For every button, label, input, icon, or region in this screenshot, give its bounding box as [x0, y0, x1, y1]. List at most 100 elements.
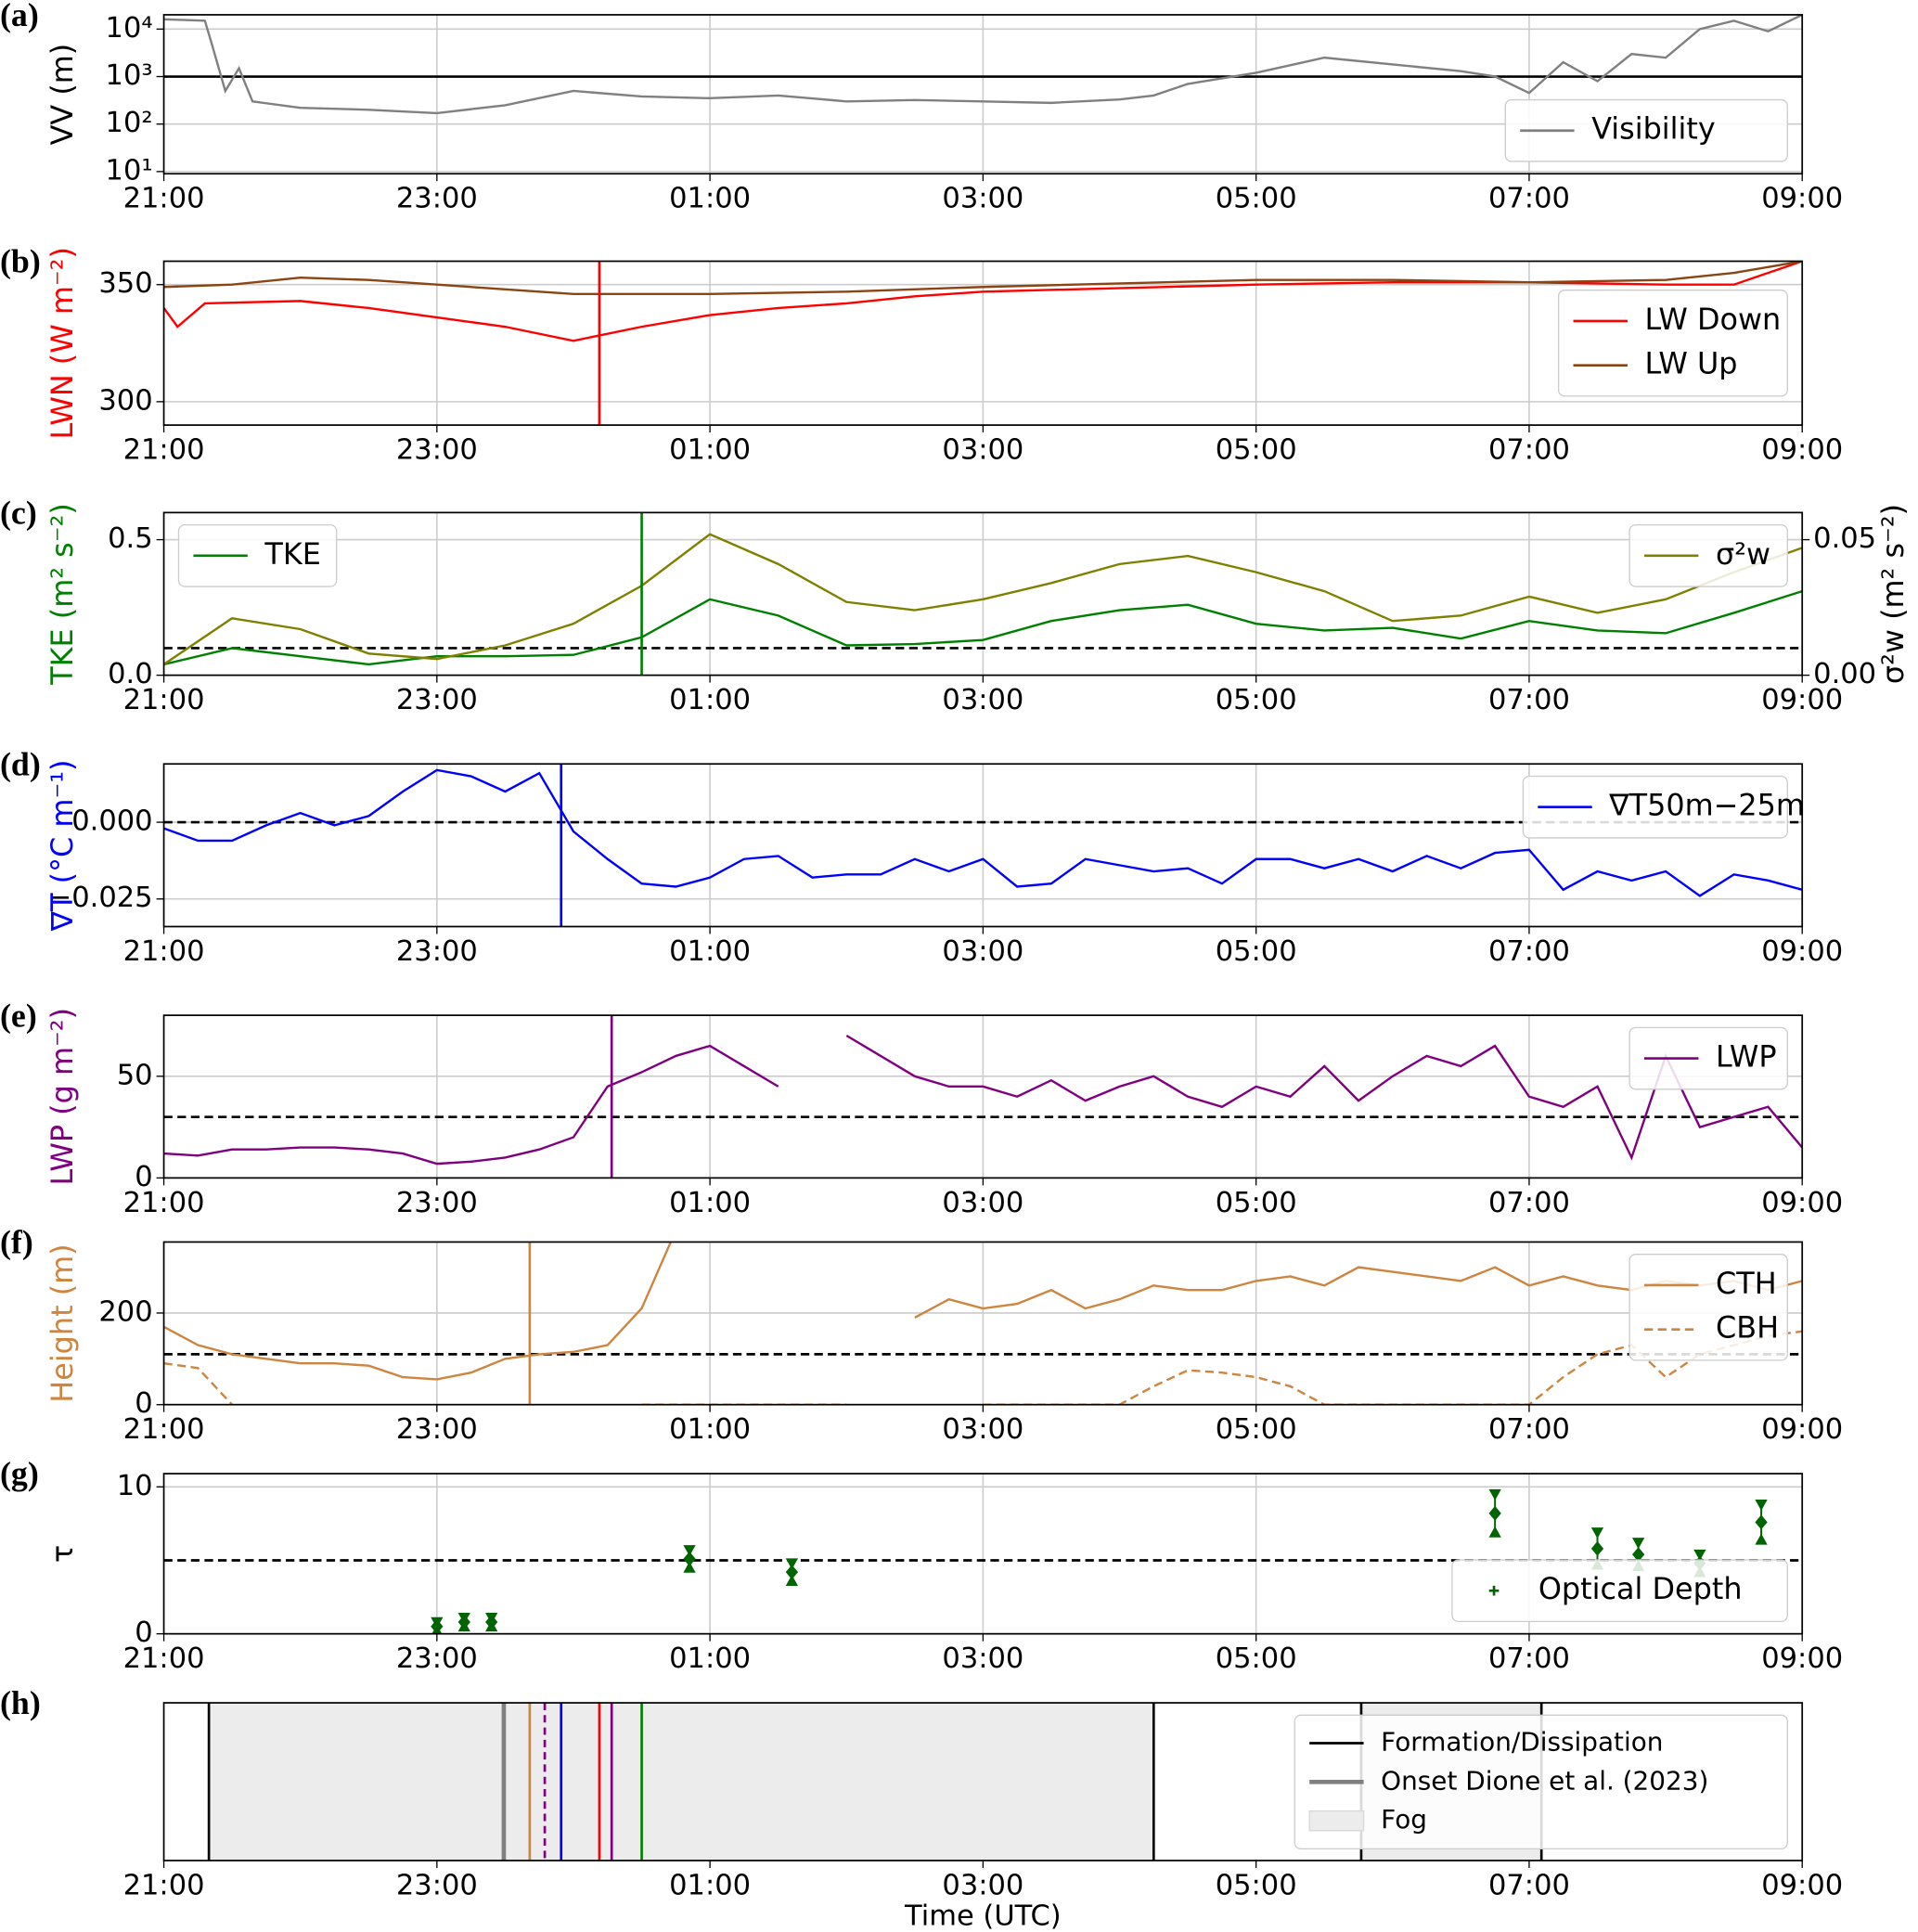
x-tick-label: 01:00: [669, 1413, 751, 1446]
plot-frame: [162, 763, 1804, 928]
x-tick-label: 05:00: [1216, 1187, 1297, 1219]
x-tick-label: 23:00: [396, 433, 478, 466]
x-tick-label: 03:00: [942, 1642, 1023, 1675]
x-tick-label: 09:00: [1761, 433, 1843, 466]
x-tick-label: 07:00: [1488, 1413, 1570, 1446]
x-tick-label: 09:00: [1761, 1413, 1843, 1446]
legend-label: LWP: [1716, 1039, 1777, 1075]
x-tick-label: 09:00: [1761, 1642, 1843, 1675]
x-tick-label: 09:00: [1761, 1187, 1843, 1219]
x-tick-label: 23:00: [396, 1869, 478, 1901]
x-tick-label: 09:00: [1761, 935, 1843, 968]
legend: Visibility: [1504, 98, 1788, 162]
y-tick-label: −0.025: [48, 882, 153, 914]
x-tick-label: 07:00: [1488, 1187, 1570, 1219]
plot-frame: [162, 1473, 1804, 1635]
x-tick-label: 01:00: [669, 433, 751, 466]
legend: σ²w: [1628, 523, 1788, 587]
legend-box: [1451, 1559, 1788, 1623]
y-tick-label: 0.000: [71, 805, 152, 838]
legend-label: LW Up: [1645, 346, 1738, 381]
panel: [163, 261, 1803, 426]
x-tick-label: 05:00: [1216, 684, 1297, 716]
y-tick-label: 50: [117, 1059, 153, 1091]
legend-label: CTH: [1716, 1266, 1777, 1301]
legend-label: Visibility: [1591, 111, 1716, 147]
data-point: [1488, 1505, 1501, 1521]
y-tick-label: 10: [117, 1470, 153, 1502]
x-tick-label: 21:00: [123, 433, 205, 466]
series-line: [163, 533, 1803, 665]
series-line: [163, 1034, 1803, 1166]
plot-frame: [162, 1014, 1804, 1179]
panel-label: (e): [0, 997, 37, 1034]
y-tick-label: 0: [135, 1161, 152, 1193]
data-point: [785, 1565, 799, 1580]
panel-label: (f): [0, 1224, 33, 1261]
x-tick-label: 21:00: [123, 684, 205, 716]
legend-label: TKE: [264, 536, 320, 572]
y-tick-label: 10³: [106, 59, 153, 92]
panel-label: (d): [0, 745, 41, 782]
data-point: [1590, 1540, 1604, 1556]
legend-label: Optical Depth: [1538, 1571, 1743, 1606]
panel: [163, 512, 1803, 676]
y-axis-label: LWP (g m⁻²): [45, 1008, 80, 1186]
x-tick-label: 23:00: [396, 935, 478, 968]
y-axis-label: TKE (m² s⁻²): [45, 503, 80, 686]
x-tick-label: 03:00: [942, 1187, 1023, 1219]
x-tick-label: 05:00: [1216, 1642, 1297, 1675]
y-axis-label: VV (m): [45, 44, 80, 146]
x-tick-label: 21:00: [123, 183, 205, 215]
legend-label: Fog: [1381, 1804, 1427, 1835]
x-tick-label: 07:00: [1488, 935, 1570, 968]
data-point: [1632, 1547, 1645, 1563]
x-tick-label: 05:00: [1216, 433, 1297, 466]
plot-frame: [162, 1241, 1804, 1406]
y-tick-label: 300: [98, 384, 152, 417]
legend: Formation/Dissipation Onset Dione et al. …: [1294, 1714, 1788, 1850]
legend-label: LW Down: [1645, 302, 1782, 337]
x-tick-label: 23:00: [396, 1642, 478, 1675]
y-tick-label: 0: [135, 1616, 152, 1649]
plot-frame: [162, 14, 1804, 175]
y-tick-label: 0: [135, 1387, 152, 1420]
panel: [163, 1474, 1803, 1634]
x-tick-label: 21:00: [123, 935, 205, 968]
legend-box: [177, 523, 338, 587]
legend-swatch: [1308, 1810, 1365, 1832]
legend-label: Onset Dione et al. (2023): [1381, 1765, 1708, 1796]
x-tick-label: 01:00: [669, 1642, 751, 1675]
x-tick-label: 07:00: [1488, 1642, 1570, 1675]
x-tick-label: 01:00: [669, 935, 751, 968]
x-tick-label: 23:00: [396, 1413, 478, 1446]
panel-label: (g): [0, 1455, 39, 1492]
x-tick-label: 01:00: [669, 183, 751, 215]
x-tick-label: 07:00: [1488, 684, 1570, 716]
panel-label: (h): [0, 1684, 41, 1721]
x-tick-label: 03:00: [942, 684, 1023, 716]
x-tick-label: 05:00: [1216, 935, 1297, 968]
legend: TKE: [177, 523, 338, 587]
legend-label: CBH: [1716, 1310, 1779, 1346]
x-axis-label: Time (UTC): [904, 1900, 1062, 1932]
legend-box: [1504, 98, 1788, 162]
legend-box: [1628, 1254, 1788, 1361]
series-line: [163, 589, 1803, 666]
plot-frame: [162, 1702, 1804, 1861]
legend-swatch: [1488, 1585, 1500, 1596]
x-tick-label: 01:00: [669, 1187, 751, 1219]
y-axis-label: ∇T (°C m⁻¹): [45, 760, 80, 933]
x-tick-label: 01:00: [669, 1869, 751, 1901]
legend-box: [1557, 290, 1788, 397]
data-point: [431, 1618, 444, 1634]
x-tick-label: 09:00: [1761, 684, 1843, 716]
legend-box: [1294, 1714, 1788, 1850]
panel-label: (b): [0, 243, 41, 280]
x-tick-label: 01:00: [669, 684, 751, 716]
x-tick-label: 05:00: [1216, 1869, 1297, 1901]
y-axis-label: τ: [45, 1545, 80, 1563]
y2-axis-label: σ²w (m² s⁻²): [1875, 504, 1911, 684]
x-tick-label: 21:00: [123, 1413, 205, 1446]
data-point: [1755, 1514, 1768, 1530]
